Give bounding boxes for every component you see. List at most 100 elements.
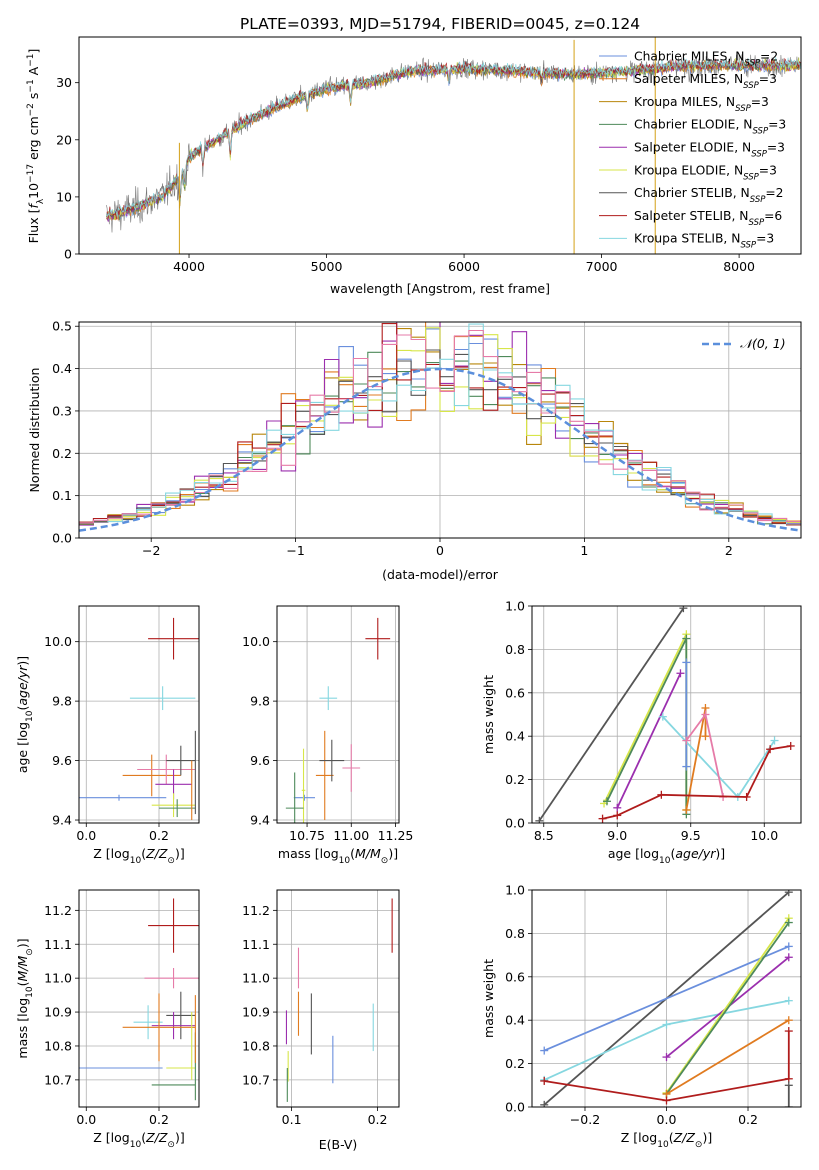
legend-label: Kroupa MILES, NSSP=3 (634, 95, 769, 114)
y-tick-label: 20 (56, 132, 72, 147)
x-tick-label: −1 (286, 543, 304, 558)
axes-frame (531, 605, 802, 824)
plot-area (79, 617, 199, 821)
model-spectrum-line (106, 57, 801, 218)
legend-nssp: =6 (764, 209, 782, 223)
legend-model: Kroupa ELODIE, N (634, 163, 743, 177)
y-axis-label: mass [log10(M/M⊙)] (15, 938, 35, 1058)
panel-mw-vs-age: 8.5 9.0 9.5 10.0 0.0 0.2 0.4 0.6 0.8 1.0 age [log1… (481, 599, 802, 866)
label-part: M/M (355, 846, 381, 861)
label-part: 10 (25, 710, 35, 722)
x-tick-label: 0.0 (76, 1112, 96, 1127)
label-part: ( (669, 1130, 674, 1145)
y-tick-label: 0.2 (505, 772, 525, 787)
x-axis-label: Z [log10(Z/Z⊙)] (93, 846, 184, 866)
y-tick-label: 0.8 (505, 926, 525, 941)
y-tick-label: 11.2 (44, 903, 72, 918)
y-tick-label: 10.0 (242, 634, 270, 649)
label-part: )] (175, 846, 185, 861)
legend-model: Salpeter MILES, N (634, 72, 743, 86)
plot-area (535, 606, 795, 823)
y-tick-label: 9.6 (250, 753, 270, 768)
label-part: 10 (26, 183, 41, 199)
legend-label: 𝒩(0, 1) (740, 336, 786, 351)
legend-subscript: SSP (735, 104, 751, 114)
histogram-series (79, 329, 801, 524)
x-tick-label: −0.2 (570, 1112, 600, 1127)
axes-frame (276, 889, 400, 1108)
legend-model: Salpeter STELIB, N (634, 209, 749, 223)
legend-subscript: SSP (744, 58, 760, 68)
legend-subscript: SSP (750, 195, 766, 205)
label-part: ( (350, 846, 355, 861)
label-part: 10 (339, 856, 351, 866)
x-tick-label: 9.0 (607, 828, 627, 843)
label-part: age/yr (15, 665, 30, 706)
label-part: ⊙ (167, 856, 175, 866)
x-tick-label: 4000 (173, 259, 205, 274)
label-part: ( (141, 846, 146, 861)
mass-weight-line (544, 1031, 790, 1102)
x-axis-label: E(B-V) (319, 1137, 358, 1152)
label-part: f (26, 203, 41, 209)
axes-frame (78, 889, 200, 1108)
label-part: ⊙ (167, 1140, 175, 1150)
label-part: 10 (130, 1140, 142, 1150)
x-tick-label: 8000 (723, 259, 755, 274)
y-tick-label: 9.4 (52, 813, 72, 828)
y-tick-label: 0.0 (505, 1100, 525, 1115)
legend-label: Kroupa STELIB, NSSP=3 (634, 232, 774, 251)
legend-nssp: =3 (767, 141, 785, 155)
mass-weight-line (665, 917, 790, 1094)
legend-model: Chabrier STELIB, N (634, 186, 750, 200)
legend-model: Salpeter ELODIE, N (634, 141, 751, 155)
plot-area (106, 37, 801, 254)
y-tick-label: 0.6 (505, 969, 525, 984)
label-part: )] (175, 1130, 185, 1145)
plot-area (285, 898, 393, 1102)
y-tick-label: 1.0 (505, 599, 525, 614)
y-tick-label: 0.4 (505, 729, 525, 744)
legend-model: Kroupa MILES, N (634, 95, 735, 109)
y-tick-label: 9.8 (52, 694, 72, 709)
x-tick-label: 0.2 (149, 828, 169, 843)
y-tick-label: 0.4 (505, 1013, 525, 1028)
y-tick-label: 0.3 (52, 403, 72, 418)
legend-nssp: =2 (765, 186, 783, 200)
x-axis-label: Z [log10(Z/Z⊙)] (93, 1130, 184, 1150)
y-tick-label: 0.1 (52, 488, 72, 503)
label-part: ⊙ (695, 1140, 703, 1150)
x-tick-label: 5000 (311, 259, 343, 274)
mass-weight-line (616, 672, 682, 809)
panel-mass-vs-Z: 0.0 0.210.710.810.911.011.111.2Z [log10(Z… (15, 889, 200, 1150)
y-tick-label: 11.1 (44, 937, 72, 952)
label-part: Z/Z (673, 1130, 696, 1145)
mass-weight-line (538, 607, 685, 822)
x-axis-label: wavelength [Angstrom, rest frame] (330, 281, 550, 296)
label-part: M/M (15, 955, 30, 981)
axes-frame (78, 605, 200, 824)
x-tick-label: 2 (725, 543, 733, 558)
label-part: age [log (15, 722, 30, 773)
y-tick-label: 10.9 (242, 1005, 270, 1020)
legend-nssp: =3 (759, 72, 777, 86)
y-tick-label: 9.8 (250, 694, 270, 709)
y-tick-label: 0.0 (52, 531, 72, 546)
axes-frame (78, 321, 802, 539)
x-tick-label: 8.5 (534, 828, 554, 843)
label-part: −17 (26, 164, 36, 183)
label-part: Z [log (93, 846, 129, 861)
panel-residuals: −2 −1 0 1 2 0.0 0.1 0.2 0.3 0.4 0.5 𝒩(0, 1) (data-mo… (27, 319, 802, 582)
y-axis-label: mass weight (481, 675, 496, 754)
legend-model: Kroupa STELIB, N (634, 232, 740, 246)
y-tick-label: 10.8 (44, 1038, 72, 1053)
x-tick-label: 0.2 (368, 1112, 388, 1127)
y-tick-label: 11.0 (44, 971, 72, 986)
y-tick-label: 10.9 (44, 1005, 72, 1020)
label-part: Z [log (621, 1130, 657, 1145)
legend-nssp: =3 (751, 95, 769, 109)
x-axis-label: age [log10(age/yr)] (608, 846, 725, 866)
x-tick-label: 0.1 (282, 1112, 302, 1127)
